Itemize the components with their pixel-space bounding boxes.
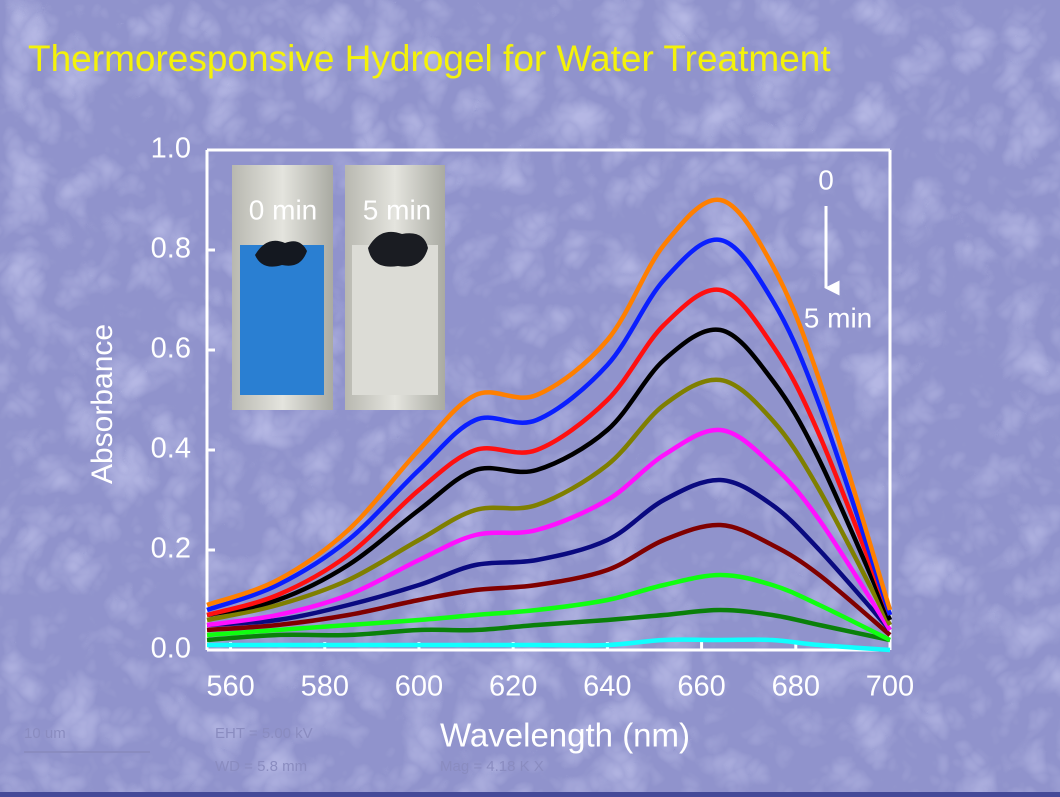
time-label: 5 min xyxy=(804,302,872,333)
data-line xyxy=(206,607,891,643)
data-line xyxy=(206,427,892,632)
data-line xyxy=(207,637,891,653)
y-tick-label: 0.4 xyxy=(151,433,191,465)
data-line xyxy=(206,237,893,616)
sem-info: 10 um xyxy=(24,725,66,742)
sem-info: EHT = 5.00 kV xyxy=(215,725,313,742)
hydrogel xyxy=(368,231,428,267)
y-tick-label: 0.0 xyxy=(151,633,191,665)
y-tick-label: 0.8 xyxy=(151,233,191,265)
sem-info: WD = 5.8 mm xyxy=(215,758,307,775)
x-tick-label: 560 xyxy=(206,671,254,703)
x-tick-label: 620 xyxy=(489,671,537,703)
x-tick-label: 600 xyxy=(395,671,443,703)
data-line xyxy=(206,522,892,637)
data-line xyxy=(206,287,893,618)
clear-solution xyxy=(352,245,438,395)
data-line xyxy=(206,327,893,621)
x-axis-label: Wavelength (nm) xyxy=(440,717,690,754)
x-tick-label: 700 xyxy=(866,671,914,703)
y-tick-label: 0.2 xyxy=(151,533,191,565)
y-tick-label: 0.6 xyxy=(151,333,191,365)
data-line xyxy=(206,197,893,611)
sem-info: Mag = 4.18 K X xyxy=(440,758,544,775)
x-tick-label: 660 xyxy=(677,671,725,703)
x-tick-label: 640 xyxy=(583,671,631,703)
photo-label: 0 min xyxy=(249,194,317,225)
photo-label: 5 min xyxy=(363,194,431,225)
x-tick-label: 680 xyxy=(772,671,820,703)
x-tick-label: 580 xyxy=(301,671,349,703)
blue-solution xyxy=(240,245,324,395)
chart-title: Thermoresponsive Hydrogel for Water Trea… xyxy=(28,38,831,79)
y-tick-label: 1.0 xyxy=(151,133,191,165)
data-line xyxy=(206,377,892,627)
data-line xyxy=(206,477,892,632)
data-line xyxy=(206,572,891,643)
y-axis-label: Absorbance xyxy=(86,324,119,484)
photo-inset xyxy=(232,165,445,410)
hydrogel xyxy=(255,240,307,267)
time-label: 0 xyxy=(818,164,834,195)
